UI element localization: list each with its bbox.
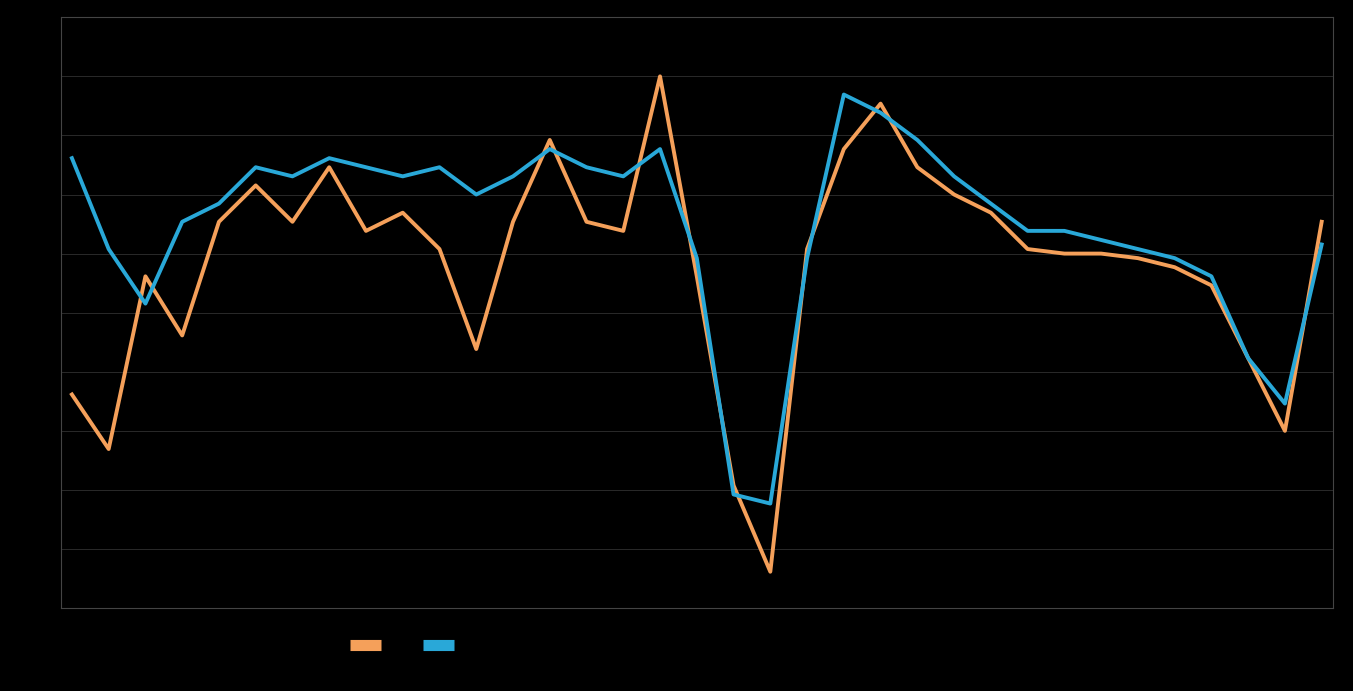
Legend: , : ,: [344, 632, 464, 659]
